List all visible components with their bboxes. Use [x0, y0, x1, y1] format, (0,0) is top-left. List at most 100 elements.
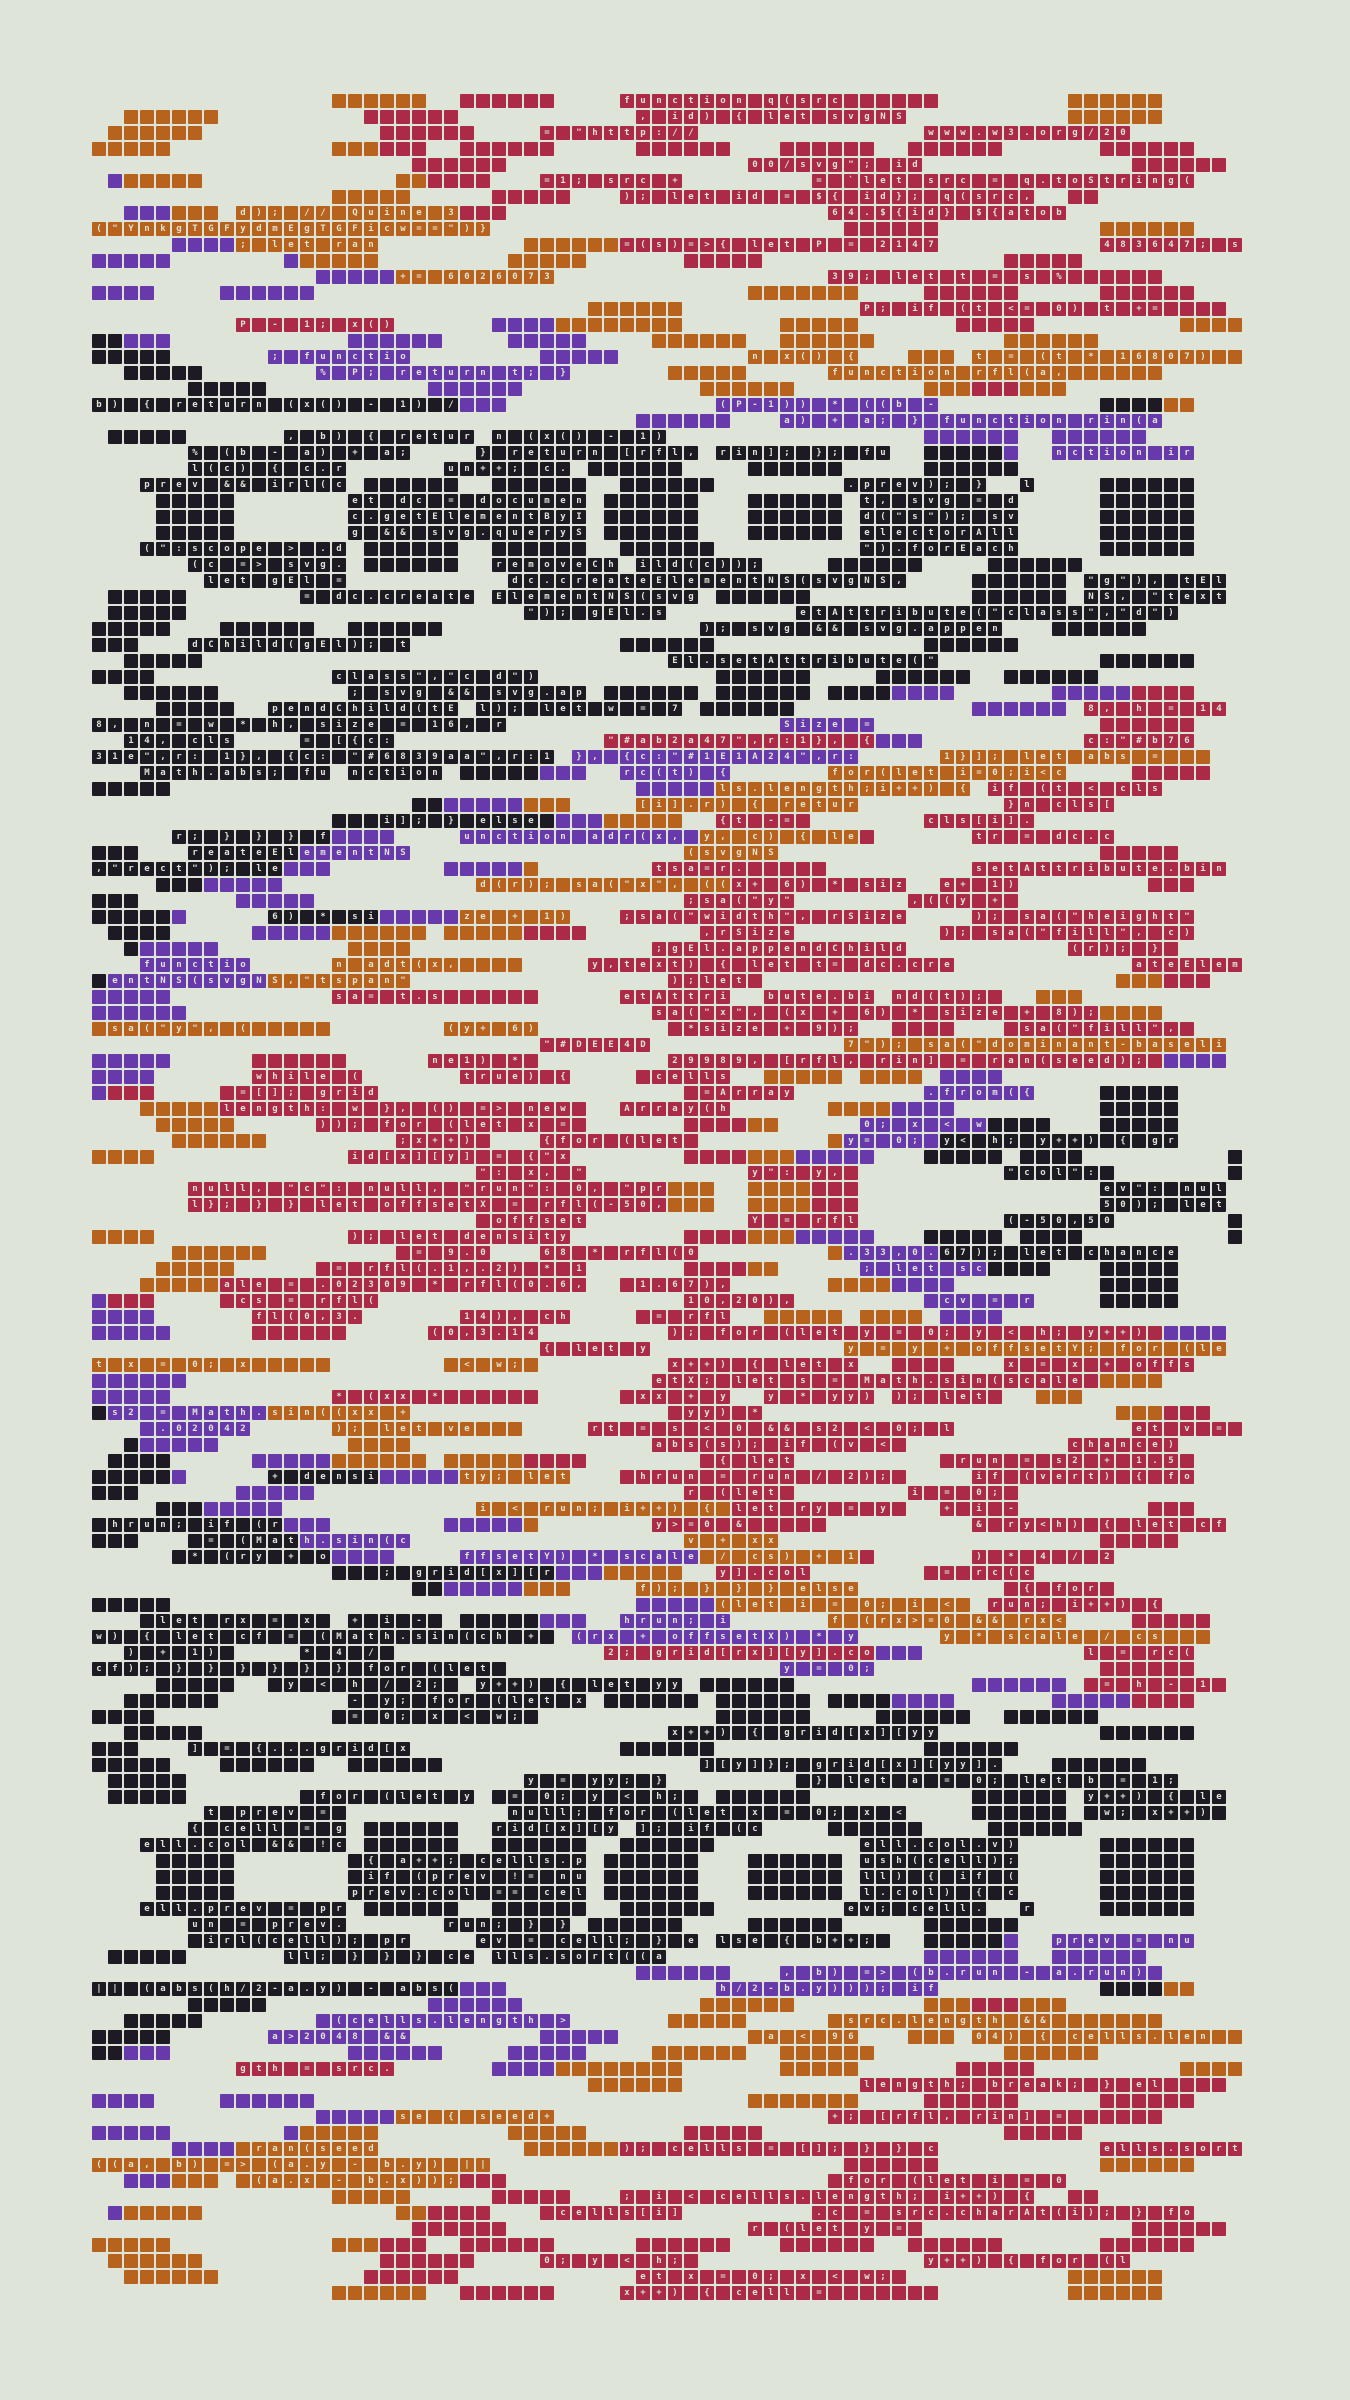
mosaic-tile: { [364, 430, 378, 444]
mosaic-tile: ] [412, 1150, 426, 1164]
mosaic-tile [812, 830, 826, 844]
mosaic-tile [892, 222, 906, 236]
mosaic-tile: s [492, 1550, 506, 1564]
mosaic-tile [556, 766, 570, 780]
mosaic-tile [1148, 286, 1162, 300]
mosaic-tile [1004, 382, 1018, 396]
mosaic-tile: ( [588, 1198, 602, 1212]
mosaic-tile [1164, 1838, 1178, 1852]
mosaic-tile [140, 1150, 154, 1164]
mosaic-tile [796, 494, 810, 508]
mosaic-tile [300, 1198, 314, 1212]
mosaic-tile: x [1004, 1358, 1018, 1372]
mosaic-tile [1180, 1518, 1194, 1532]
mosaic-tile: i [780, 1438, 794, 1452]
mosaic-tile [92, 1054, 106, 1068]
mosaic-tile: , [716, 830, 730, 844]
mosaic-tile: s [220, 734, 234, 748]
mosaic-tile: ( [284, 398, 298, 412]
mosaic-tile: g [732, 846, 746, 860]
mosaic-tile: > [668, 1518, 682, 1532]
mosaic-tile [1020, 1678, 1034, 1692]
mosaic-tile: s [252, 1294, 266, 1308]
mosaic-tile: ( [204, 462, 218, 476]
mosaic-tile: ] [924, 1054, 938, 1068]
mosaic-tile: l [396, 1182, 410, 1196]
mosaic-tile: i [716, 990, 730, 1004]
mosaic-tile [748, 1854, 762, 1868]
mosaic-tile: 2 [748, 1982, 762, 1996]
mosaic-tile [108, 782, 122, 796]
mosaic-tile: r [492, 718, 506, 732]
mosaic-tile: l [220, 1102, 234, 1116]
mosaic-tile: { [252, 1742, 266, 1756]
mosaic-tile [604, 302, 618, 316]
mosaic-tile: ( [1068, 942, 1082, 956]
mosaic-tile: r [172, 750, 186, 764]
mosaic-tile [1004, 446, 1018, 460]
mosaic-tile [1116, 1534, 1130, 1548]
mosaic-tile: e [236, 1822, 250, 1836]
mosaic-tile [1148, 110, 1162, 124]
mosaic-tile [972, 1678, 986, 1692]
mosaic-tile: ) [972, 1246, 986, 1260]
mosaic-tile [124, 2014, 138, 2028]
mosaic-tile [540, 1870, 554, 1884]
mosaic-tile: r [620, 766, 634, 780]
mosaic-tile: ] [972, 1758, 986, 1772]
mosaic-tile [204, 1550, 218, 1564]
mosaic-tile [1132, 1774, 1146, 1788]
mosaic-tile: g [892, 622, 906, 636]
mosaic-tile [1148, 1726, 1162, 1740]
mosaic-tile: " [1116, 734, 1130, 748]
mosaic-tile [732, 798, 746, 812]
mosaic-tile [124, 654, 138, 668]
mosaic-tile [1116, 1854, 1130, 1868]
mosaic-tile: E [268, 846, 282, 860]
mosaic-tile [876, 1710, 890, 1724]
mosaic-tile: ; [396, 1710, 410, 1724]
mosaic-tile [860, 1102, 874, 1116]
mosaic-tile [796, 1214, 810, 1228]
mosaic-tile: 0 [892, 1134, 906, 1148]
mosaic-tile [348, 1566, 362, 1580]
mosaic-tile [972, 1950, 986, 1964]
mosaic-tile [204, 494, 218, 508]
mosaic-tile: t [1164, 590, 1178, 604]
mosaic-tile [588, 238, 602, 252]
mosaic-tile [540, 1070, 554, 1084]
mosaic-tile: d [748, 190, 762, 204]
mosaic-tile [1004, 1966, 1018, 1980]
mosaic-tile: E [316, 638, 330, 652]
mosaic-tile [1132, 1726, 1146, 1740]
mosaic-tile: > [876, 1966, 890, 1980]
mosaic-tile [220, 1646, 234, 1660]
mosaic-tile: c [956, 174, 970, 188]
mosaic-tile: 4 [476, 1310, 490, 1324]
mosaic-tile: e [892, 654, 906, 668]
mosaic-tile: a [668, 1006, 682, 1020]
mosaic-tile: l [572, 1198, 586, 1212]
mosaic-tile: 0 [908, 1246, 922, 1260]
mosaic-tile [764, 286, 778, 300]
mosaic-tile: r [588, 1422, 602, 1436]
mosaic-tile [1132, 526, 1146, 540]
mosaic-tile [348, 622, 362, 636]
mosaic-tile [892, 558, 906, 572]
mosaic-tile [796, 142, 810, 156]
mosaic-tile: = [156, 1406, 170, 1420]
mosaic-tile [204, 942, 218, 956]
mosaic-tile: 9 [444, 1246, 458, 1260]
mosaic-tile: { [540, 1134, 554, 1148]
mosaic-tile: t [396, 958, 410, 972]
mosaic-tile: . [460, 1246, 474, 1260]
mosaic-tile [940, 1454, 954, 1468]
mosaic-tile: c [668, 94, 682, 108]
mosaic-tile [428, 158, 442, 172]
mosaic-tile [364, 814, 378, 828]
mosaic-tile [124, 254, 138, 268]
mosaic-tile: " [1068, 910, 1082, 924]
mosaic-tile [1116, 366, 1130, 380]
mosaic-tile [396, 1822, 410, 1836]
mosaic-tile [764, 510, 778, 524]
